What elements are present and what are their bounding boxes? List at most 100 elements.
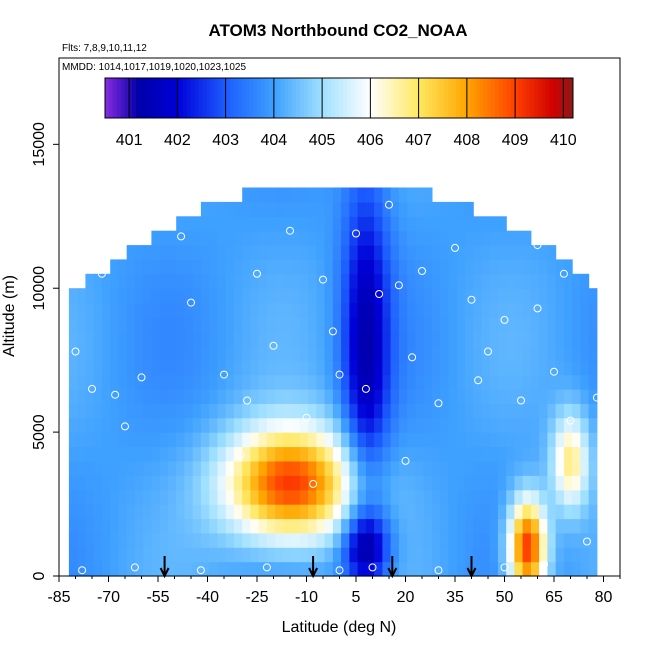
colorbar-tick-label: 403 xyxy=(212,132,239,149)
heatmap-cell xyxy=(217,201,227,217)
heatmap-cell xyxy=(547,403,557,419)
heatmap-cell xyxy=(506,360,515,376)
heatmap-cell xyxy=(184,245,194,261)
heatmap-cell xyxy=(382,532,392,548)
heatmap-cell xyxy=(209,532,218,548)
colorbar-segment xyxy=(112,78,118,118)
heatmap-cell xyxy=(299,475,309,491)
heatmap-cell xyxy=(563,432,573,448)
colorbar-segment xyxy=(311,78,317,118)
heatmap-cell xyxy=(341,432,350,448)
heatmap-cell xyxy=(522,460,532,476)
colorbar-segment xyxy=(202,78,207,118)
heatmap-cell xyxy=(514,417,524,433)
heatmap-cell xyxy=(332,230,342,246)
heatmap-cell xyxy=(250,216,260,232)
heatmap-cell xyxy=(225,432,235,448)
heatmap-cell xyxy=(291,345,301,361)
heatmap-cell xyxy=(448,216,458,232)
heatmap-cell xyxy=(365,460,375,476)
heatmap-cell xyxy=(258,374,268,390)
heatmap-cell xyxy=(431,201,441,217)
heatmap-cell xyxy=(184,216,194,232)
heatmap-cell xyxy=(555,288,565,304)
heatmap-cell xyxy=(209,489,218,505)
heatmap-cell xyxy=(126,446,136,462)
observation-point xyxy=(401,456,410,465)
heatmap-cell xyxy=(299,331,309,347)
heatmap-cell xyxy=(514,317,524,332)
observation-point xyxy=(408,353,417,362)
heatmap-cell xyxy=(398,489,408,505)
heatmap-cell xyxy=(514,360,524,376)
heatmap-cell xyxy=(283,561,293,577)
heatmap-cell xyxy=(448,532,458,548)
heatmap-cell xyxy=(440,331,449,347)
heatmap-cell xyxy=(365,388,375,404)
heatmap-cell xyxy=(415,432,425,448)
heatmap-cell xyxy=(184,259,194,275)
heatmap-cell xyxy=(415,273,425,289)
heatmap-cell xyxy=(283,403,293,419)
heatmap-cell xyxy=(85,374,95,390)
heatmap-cell xyxy=(126,518,136,534)
heatmap-cell xyxy=(489,460,499,476)
heatmap-cell xyxy=(514,460,524,476)
heatmap-cell xyxy=(217,403,227,419)
heatmap-cell xyxy=(481,374,491,390)
heatmap-cell xyxy=(233,518,243,534)
heatmap-cell xyxy=(539,317,548,332)
colorbar-segment xyxy=(467,78,473,118)
heatmap-cell xyxy=(448,345,458,361)
heatmap-cell xyxy=(233,331,243,347)
heatmap-cell xyxy=(151,446,161,462)
heatmap-cell xyxy=(159,288,169,304)
heatmap-cell xyxy=(464,259,474,275)
heatmap-cell xyxy=(217,230,227,246)
heatmap-cell xyxy=(390,374,400,390)
heatmap-cell xyxy=(316,201,326,217)
heatmap-cell xyxy=(93,432,103,448)
heatmap-cell xyxy=(167,245,177,261)
heatmap-cell xyxy=(308,216,317,232)
heatmap-cell xyxy=(473,245,482,261)
heatmap-cell xyxy=(299,432,309,448)
heatmap-cell xyxy=(324,489,334,505)
heatmap-cell xyxy=(68,388,78,404)
heatmap-cell xyxy=(266,201,276,217)
heatmap-cell xyxy=(374,273,383,289)
heatmap-cell xyxy=(407,317,416,332)
heatmap-cell xyxy=(242,460,251,476)
heatmap-cell xyxy=(308,489,317,505)
heatmap-cell xyxy=(415,417,425,433)
heatmap-cell xyxy=(440,460,449,476)
heatmap-cell xyxy=(588,518,598,534)
heatmap-cell xyxy=(588,388,598,404)
heatmap-cell xyxy=(423,446,433,462)
colorbar-segment xyxy=(475,78,480,118)
heatmap-cell xyxy=(68,432,78,448)
heatmap-cell xyxy=(275,317,284,332)
heatmap-cell xyxy=(77,561,86,577)
heatmap-cell xyxy=(349,201,359,217)
heatmap-cell xyxy=(588,532,598,548)
heatmap-cell xyxy=(192,475,202,491)
observation-point xyxy=(111,390,120,399)
heatmap-cell xyxy=(572,547,581,563)
heatmap-cell xyxy=(407,345,416,361)
heatmap-cell xyxy=(572,288,581,304)
heatmap-cell xyxy=(77,475,86,491)
heatmap-cell xyxy=(126,345,136,361)
heatmap-cell xyxy=(539,273,548,289)
heatmap-cell xyxy=(365,561,375,577)
heatmap-cell xyxy=(423,403,433,419)
heatmap-cell xyxy=(101,374,111,390)
heatmap-cell xyxy=(93,302,103,318)
heatmap-cell xyxy=(522,345,532,361)
heatmap-cell xyxy=(110,489,119,505)
heatmap-cell xyxy=(580,288,590,304)
heatmap-cell xyxy=(382,273,392,289)
heatmap-cell xyxy=(497,331,507,347)
heatmap-cell xyxy=(167,446,177,462)
heatmap-cell xyxy=(448,432,458,448)
